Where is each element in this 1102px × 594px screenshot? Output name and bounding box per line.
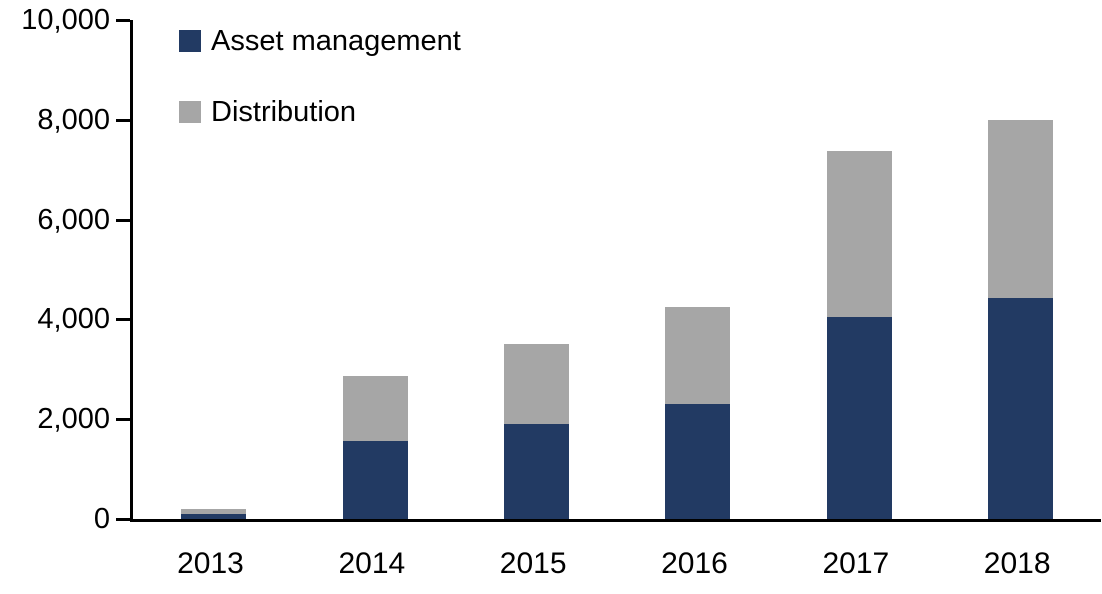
x-axis-tick-label: 2018: [983, 547, 1051, 580]
y-axis-tick-label: 2,000: [37, 403, 110, 436]
x-axis-tick-label: 2015: [499, 547, 567, 580]
bar-segment-distribution: [665, 306, 731, 405]
y-axis-tick-label: 6,000: [37, 203, 110, 236]
bar-segment-distribution: [342, 376, 408, 442]
y-axis-tick: [116, 218, 130, 222]
y-axis-tick: [116, 118, 130, 122]
bar-segment-distribution: [181, 509, 247, 515]
y-axis-tick: [116, 418, 130, 422]
y-axis-tick: [116, 518, 130, 521]
x-axis-tick-label: 2017: [822, 547, 890, 580]
legend-swatch-icon: [179, 101, 201, 123]
legend-item-distribution: Distribution: [179, 96, 461, 128]
legend: Asset management Distribution: [179, 25, 461, 128]
y-axis-tick-label: 4,000: [37, 303, 110, 336]
bar-segment-asset-management: [181, 514, 247, 519]
x-axis-tick-label: 2016: [661, 547, 728, 580]
x-axis-tick-label: 2013: [177, 547, 244, 580]
stacked-bar-2013: [181, 509, 247, 519]
bar-segment-distribution: [503, 344, 569, 425]
bar-segment-distribution: [987, 119, 1053, 299]
stacked-bar-2016: [665, 306, 731, 519]
legend-item-asset-management: Asset management: [179, 25, 461, 57]
bar-segment-distribution: [826, 150, 892, 317]
bar-segment-asset-management: [987, 298, 1053, 519]
bar-segment-asset-management: [826, 316, 892, 519]
stacked-bar-2018: [987, 119, 1053, 519]
bar-segment-asset-management: [342, 441, 408, 519]
stacked-bar-2014: [342, 376, 408, 519]
y-axis-tick-label: 8,000: [37, 103, 110, 136]
plot-area: Asset management Distribution: [130, 20, 1101, 522]
bar-segment-asset-management: [503, 424, 569, 519]
legend-label: Asset management: [211, 24, 461, 57]
y-axis-tick-label: 0: [93, 503, 110, 535]
stacked-bar-2015: [503, 344, 569, 519]
bar-segment-asset-management: [665, 404, 731, 519]
legend-swatch-icon: [179, 30, 201, 52]
x-axis-tick-label: 2014: [338, 547, 406, 580]
y-axis-tick: [116, 19, 130, 22]
legend-label: Distribution: [211, 95, 357, 128]
stacked-bar-2017: [826, 150, 892, 519]
y-axis-tick: [116, 318, 130, 322]
y-axis-tick-label: 10,000: [21, 4, 110, 36]
